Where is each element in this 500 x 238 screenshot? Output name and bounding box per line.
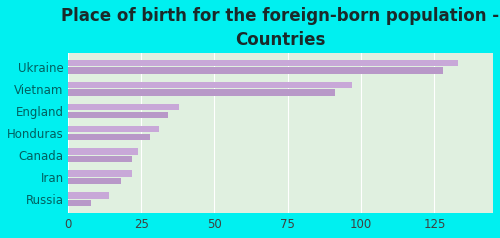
Bar [68, 178, 120, 184]
Bar [68, 126, 159, 133]
Bar [68, 67, 443, 74]
Bar [68, 89, 334, 96]
Bar [68, 112, 168, 118]
Bar [68, 200, 92, 206]
Bar [68, 134, 150, 140]
Bar [68, 156, 132, 162]
Title: Place of birth for the foreign-born population -
Countries: Place of birth for the foreign-born popu… [62, 7, 500, 49]
Bar [68, 148, 138, 154]
Bar [68, 104, 180, 110]
Bar [68, 170, 132, 177]
Bar [68, 60, 458, 66]
Bar [68, 82, 352, 88]
Bar [68, 193, 109, 199]
